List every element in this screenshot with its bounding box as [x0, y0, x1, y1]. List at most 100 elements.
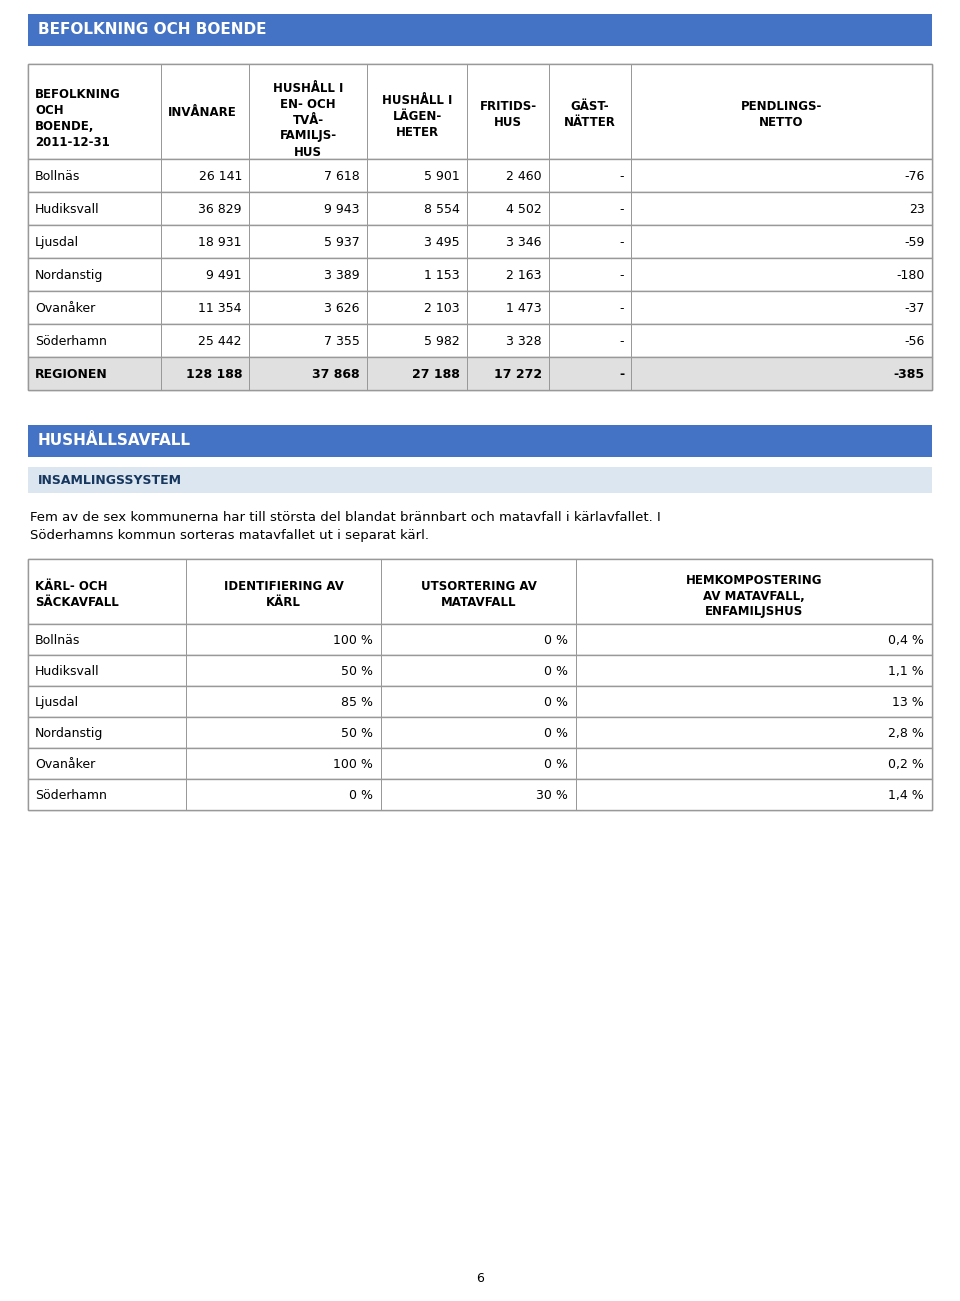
- Text: Ljusdal: Ljusdal: [35, 235, 79, 248]
- Text: Ljusdal: Ljusdal: [35, 696, 79, 709]
- Text: 0 %: 0 %: [544, 665, 568, 678]
- Text: 36 829: 36 829: [199, 203, 242, 216]
- Text: 3 495: 3 495: [424, 235, 460, 248]
- Text: Ovanåker: Ovanåker: [35, 302, 95, 315]
- Bar: [28, 559, 932, 811]
- Text: Söderhamns kommun sorteras matavfallet ut i separat kärl.: Söderhamns kommun sorteras matavfallet u…: [30, 530, 429, 543]
- Bar: [380, 624, 381, 654]
- Bar: [28, 654, 932, 686]
- Text: 128 188: 128 188: [185, 368, 242, 381]
- Bar: [548, 159, 549, 193]
- Bar: [367, 225, 368, 258]
- Bar: [380, 779, 381, 811]
- Text: Fem av de sex kommunerna har till största del blandat brännbart och matavfall i : Fem av de sex kommunerna har till störst…: [30, 511, 660, 524]
- Text: 6: 6: [476, 1272, 484, 1285]
- Text: -: -: [619, 170, 624, 183]
- Bar: [380, 748, 381, 779]
- Bar: [467, 324, 468, 356]
- Bar: [548, 64, 549, 159]
- Text: 2 163: 2 163: [507, 269, 542, 282]
- Bar: [367, 159, 368, 193]
- Bar: [631, 225, 632, 258]
- Bar: [185, 717, 186, 748]
- Bar: [28, 159, 932, 193]
- Text: 9 491: 9 491: [206, 269, 242, 282]
- Bar: [249, 159, 250, 193]
- Text: 1,4 %: 1,4 %: [888, 788, 924, 801]
- Text: GÄST-
NÄTTER: GÄST- NÄTTER: [564, 99, 616, 129]
- Bar: [575, 624, 577, 654]
- Bar: [185, 686, 186, 717]
- Bar: [367, 64, 368, 159]
- Text: PENDLINGS-
NETTO: PENDLINGS- NETTO: [741, 99, 822, 129]
- Bar: [631, 159, 632, 193]
- Text: 13 %: 13 %: [892, 696, 924, 709]
- Bar: [467, 225, 468, 258]
- Bar: [367, 356, 368, 390]
- Bar: [367, 324, 368, 356]
- Bar: [467, 159, 468, 193]
- Text: 3 328: 3 328: [506, 334, 542, 347]
- Text: 50 %: 50 %: [341, 665, 373, 678]
- Text: KÄRL- OCH
SÄCKAVFALL: KÄRL- OCH SÄCKAVFALL: [35, 579, 119, 609]
- Bar: [28, 748, 932, 779]
- Text: -37: -37: [904, 302, 925, 315]
- Bar: [575, 717, 577, 748]
- Text: -: -: [619, 368, 624, 381]
- Text: Bollnäs: Bollnäs: [35, 634, 81, 647]
- Text: -: -: [619, 203, 624, 216]
- Bar: [631, 356, 632, 390]
- Bar: [28, 64, 932, 390]
- Text: Bollnäs: Bollnäs: [35, 170, 81, 183]
- Bar: [249, 225, 250, 258]
- Text: -59: -59: [904, 235, 925, 248]
- Bar: [249, 324, 250, 356]
- Text: -: -: [619, 235, 624, 248]
- Text: 0 %: 0 %: [544, 634, 568, 647]
- Bar: [367, 258, 368, 291]
- Text: 1 473: 1 473: [506, 302, 542, 315]
- Text: 3 626: 3 626: [324, 302, 360, 315]
- Text: 0 %: 0 %: [349, 788, 373, 801]
- Text: -76: -76: [904, 170, 925, 183]
- Bar: [575, 779, 577, 811]
- Text: 3 389: 3 389: [324, 269, 360, 282]
- Text: 0 %: 0 %: [544, 727, 568, 740]
- Text: BEFOLKNING
OCH
BOENDE,
2011-12-31: BEFOLKNING OCH BOENDE, 2011-12-31: [35, 87, 121, 148]
- Text: 30 %: 30 %: [536, 788, 568, 801]
- Bar: [28, 467, 932, 493]
- Text: 7 355: 7 355: [324, 334, 360, 347]
- Text: REGIONEN: REGIONEN: [35, 368, 108, 381]
- Bar: [575, 559, 577, 624]
- Text: Hudiksvall: Hudiksvall: [35, 203, 100, 216]
- Text: 100 %: 100 %: [333, 758, 373, 771]
- Bar: [28, 779, 932, 811]
- Bar: [467, 291, 468, 324]
- Bar: [631, 258, 632, 291]
- Bar: [467, 64, 468, 159]
- Text: 85 %: 85 %: [341, 696, 373, 709]
- Text: 0 %: 0 %: [544, 696, 568, 709]
- Bar: [367, 193, 368, 225]
- Text: 1 153: 1 153: [424, 269, 460, 282]
- Text: 8 554: 8 554: [424, 203, 460, 216]
- Bar: [249, 258, 250, 291]
- Bar: [28, 193, 932, 225]
- Bar: [467, 356, 468, 390]
- Text: 11 354: 11 354: [199, 302, 242, 315]
- Text: IDENTIFIERING AV
KÄRL: IDENTIFIERING AV KÄRL: [224, 579, 344, 609]
- Text: 7 618: 7 618: [324, 170, 360, 183]
- Bar: [160, 291, 161, 324]
- Bar: [380, 559, 381, 624]
- Bar: [28, 624, 932, 654]
- Text: 100 %: 100 %: [333, 634, 373, 647]
- Text: BEFOLKNING OCH BOENDE: BEFOLKNING OCH BOENDE: [38, 22, 267, 36]
- Bar: [185, 654, 186, 686]
- Bar: [380, 717, 381, 748]
- Text: 5 937: 5 937: [324, 235, 360, 248]
- Bar: [160, 258, 161, 291]
- Bar: [631, 324, 632, 356]
- Text: 0 %: 0 %: [544, 758, 568, 771]
- Text: HEMKOMPOSTERING
AV MATAVFALL,
ENFAMILJSHUS: HEMKOMPOSTERING AV MATAVFALL, ENFAMILJSH…: [685, 574, 823, 618]
- Text: HUSHÅLLSAVFALL: HUSHÅLLSAVFALL: [38, 433, 191, 448]
